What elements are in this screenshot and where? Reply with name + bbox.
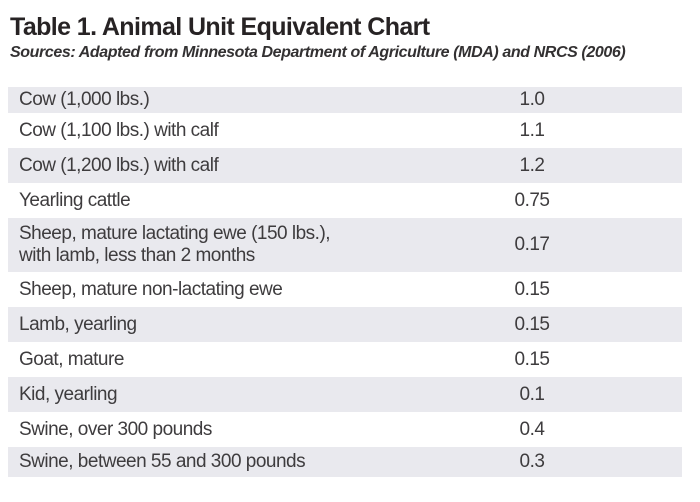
animal-label: Yearling cattle [19, 189, 131, 211]
animal-label: Swine, over 300 pounds [19, 418, 212, 440]
table-row: Cow (1,100 lbs.) with calf 1.1 [8, 113, 682, 148]
table-row: Swine, between 55 and 300 pounds 0.3 [8, 447, 682, 478]
table-row: Yearling cattle 0.75 [8, 183, 682, 218]
table-row: Goat, mature 0.15 [8, 342, 682, 377]
animal-label: Cow (1,200 lbs.) with calf [19, 154, 219, 176]
animal-label: Goat, mature [19, 348, 124, 370]
animal-label: Kid, yearling [19, 383, 118, 405]
table-row: Sheep, mature lactating ewe (150 lbs.), … [8, 218, 682, 273]
animal-label: Cow (1,000 lbs.) [19, 89, 150, 111]
table-row: Kid, yearling 0.1 [8, 377, 682, 413]
table-header: Table 1. Animal Unit Equivalent Chart So… [0, 0, 700, 62]
aue-value: 1.0 [519, 89, 545, 111]
animal-label: Sheep, mature lactating ewe (150 lbs.), … [19, 222, 331, 267]
animal-label: Lamb, yearling [19, 313, 137, 335]
aue-value: 0.15 [514, 348, 550, 370]
aue-value: 0.4 [519, 418, 545, 440]
table-row: Sheep, mature non-lactating ewe 0.15 [8, 272, 682, 307]
aue-value: 0.15 [514, 313, 550, 335]
aue-value: 0.17 [514, 234, 550, 256]
animal-label: Sheep, mature non-lactating ewe [19, 278, 283, 300]
animal-unit-table: Cow (1,000 lbs.) 1.0 Cow (1,100 lbs.) wi… [8, 87, 682, 478]
table-row: Cow (1,000 lbs.) 1.0 [8, 87, 682, 114]
table-title: Table 1. Animal Unit Equivalent Chart [10, 13, 430, 41]
aue-value: 0.3 [519, 451, 545, 473]
aue-value: 1.2 [519, 154, 545, 176]
table-row: Cow (1,200 lbs.) with calf 1.2 [8, 148, 682, 184]
aue-value: 1.1 [519, 119, 545, 141]
animal-label: Cow (1,100 lbs.) with calf [19, 119, 219, 141]
table-row: Lamb, yearling 0.15 [8, 307, 682, 343]
animal-label: Swine, between 55 and 300 pounds [19, 451, 306, 473]
aue-value: 0.15 [514, 278, 550, 300]
aue-value: 0.75 [514, 189, 550, 211]
table-row: Swine, over 300 pounds 0.4 [8, 412, 682, 447]
table-sources: Sources: Adapted from Minnesota Departme… [10, 44, 626, 61]
aue-value: 0.1 [519, 383, 545, 405]
